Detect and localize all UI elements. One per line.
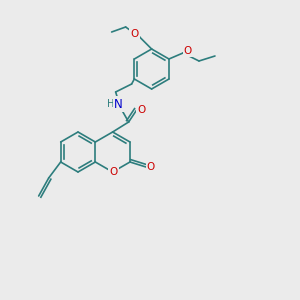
Text: N: N <box>114 98 123 110</box>
Text: O: O <box>147 162 155 172</box>
Text: O: O <box>130 29 139 39</box>
Text: O: O <box>137 105 146 115</box>
Text: H: H <box>107 99 114 109</box>
Text: O: O <box>184 46 192 56</box>
Text: O: O <box>110 167 118 177</box>
